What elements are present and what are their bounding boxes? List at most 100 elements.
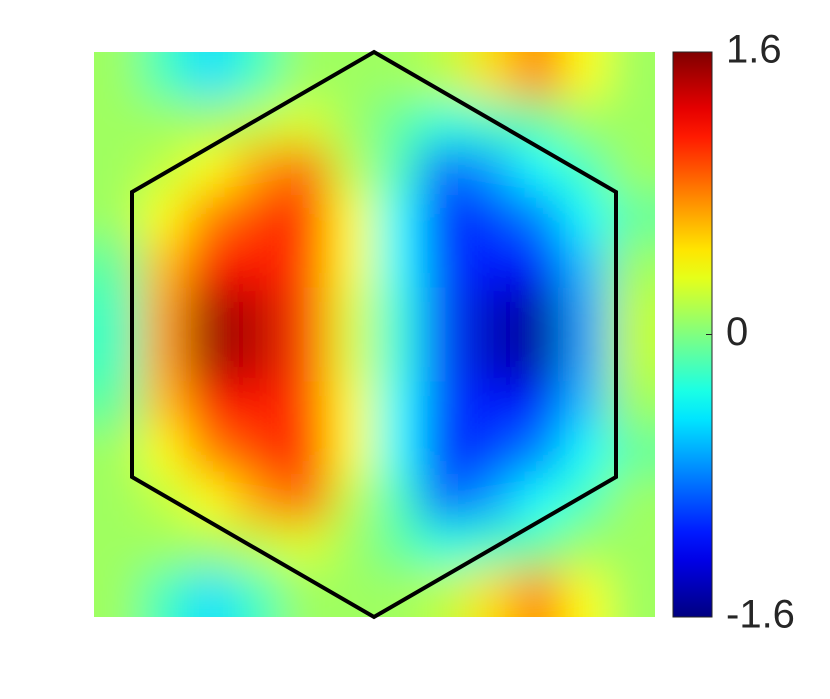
heatmap-cell bbox=[327, 381, 376, 430]
heatmap bbox=[94, 52, 655, 617]
colorbar bbox=[672, 51, 713, 618]
heatmap-cell bbox=[281, 52, 329, 101]
heatmap-cell bbox=[468, 193, 516, 242]
heatmap-cell bbox=[374, 569, 423, 617]
heatmap-cell bbox=[94, 99, 142, 148]
heatmap-cell bbox=[234, 475, 282, 524]
heatmap-cell bbox=[468, 99, 516, 148]
heatmap-cell bbox=[234, 569, 282, 617]
heatmap-cell bbox=[327, 334, 376, 383]
heatmap-cell bbox=[234, 193, 282, 242]
heatmap-cell bbox=[281, 522, 329, 571]
heatmap-cell bbox=[94, 52, 142, 101]
heatmap-cell bbox=[421, 99, 469, 148]
heatmap-cell bbox=[281, 99, 329, 148]
plot-area bbox=[94, 52, 655, 617]
heatmap-cell bbox=[468, 334, 516, 383]
heatmap-cell bbox=[234, 52, 282, 101]
heatmap-cell bbox=[514, 428, 563, 477]
heatmap-cell bbox=[327, 287, 376, 336]
heatmap-cell bbox=[468, 287, 516, 336]
heatmap-cell bbox=[281, 381, 329, 430]
heatmap-cell bbox=[187, 146, 236, 195]
heatmap-cell bbox=[187, 475, 236, 524]
heatmap-cell bbox=[140, 99, 189, 148]
heatmap-cell bbox=[327, 99, 376, 148]
heatmap-cell bbox=[608, 569, 655, 617]
heatmap-cell bbox=[374, 475, 423, 524]
heatmap-cell bbox=[187, 381, 236, 430]
heatmap-cell bbox=[281, 475, 329, 524]
heatmap-cell bbox=[374, 99, 423, 148]
heatmap-cell bbox=[561, 569, 610, 617]
heatmap-cell bbox=[140, 475, 189, 524]
heatmap-cell bbox=[234, 381, 282, 430]
colorbar-tick-label: 0 bbox=[726, 310, 748, 354]
heatmap-cell bbox=[140, 287, 189, 336]
heatmap-cell bbox=[421, 334, 469, 383]
heatmap-cell bbox=[514, 52, 563, 101]
heatmap-cell bbox=[94, 475, 142, 524]
heatmap-cell bbox=[94, 428, 142, 477]
heatmap-cell bbox=[608, 522, 655, 571]
heatmap-cell bbox=[561, 428, 610, 477]
heatmap-cell bbox=[94, 381, 142, 430]
heatmap-cell bbox=[468, 381, 516, 430]
heatmap-cell bbox=[468, 146, 516, 195]
heatmap-cell bbox=[187, 428, 236, 477]
heatmap-cell bbox=[514, 240, 563, 289]
heatmap-cell bbox=[140, 522, 189, 571]
colorbar-tick-label: 1.6 bbox=[726, 28, 782, 72]
heatmap-cell bbox=[327, 146, 376, 195]
heatmap-cell bbox=[468, 569, 516, 617]
heatmap-cell bbox=[608, 475, 655, 524]
heatmap-cell bbox=[374, 522, 423, 571]
heatmap-cell bbox=[94, 193, 142, 242]
heatmap-cell bbox=[140, 569, 189, 617]
heatmap-cell bbox=[468, 52, 516, 101]
heatmap-cell bbox=[374, 193, 423, 242]
heatmap-cell bbox=[140, 52, 189, 101]
heatmap-cell bbox=[514, 475, 563, 524]
heatmap-cell bbox=[187, 522, 236, 571]
heatmap-cell bbox=[374, 428, 423, 477]
heatmap-cell bbox=[374, 287, 423, 336]
heatmap-cell bbox=[608, 99, 655, 148]
heatmap-cell bbox=[561, 193, 610, 242]
heatmap-cell bbox=[421, 381, 469, 430]
heatmap-cell bbox=[514, 99, 563, 148]
heatmap-cell bbox=[374, 334, 423, 383]
heatmap-cell bbox=[327, 522, 376, 571]
heatmap-cell bbox=[94, 240, 142, 289]
heatmap-cell bbox=[561, 381, 610, 430]
heatmap-cell bbox=[187, 99, 236, 148]
heatmap-cell bbox=[281, 287, 329, 336]
heatmap-cell bbox=[327, 52, 376, 101]
heatmap-cell bbox=[94, 287, 142, 336]
heatmap-cell bbox=[327, 428, 376, 477]
heatmap-cell bbox=[468, 240, 516, 289]
heatmap-cell bbox=[514, 287, 563, 336]
heatmap-cell bbox=[374, 240, 423, 289]
heatmap-cell bbox=[234, 99, 282, 148]
heatmap-cell bbox=[281, 428, 329, 477]
heatmap-cell bbox=[561, 99, 610, 148]
heatmap-cell bbox=[421, 240, 469, 289]
heatmap-cell bbox=[281, 193, 329, 242]
heatmap-cell bbox=[234, 334, 282, 383]
heatmap-cell bbox=[327, 475, 376, 524]
heatmap-cell bbox=[514, 146, 563, 195]
colorbar-tick-label: -1.6 bbox=[726, 593, 795, 637]
heatmap-cell bbox=[327, 569, 376, 617]
heatmap-cell bbox=[561, 146, 610, 195]
heatmap-cell bbox=[234, 240, 282, 289]
heatmap-cell bbox=[374, 52, 423, 101]
heatmap-cell bbox=[140, 334, 189, 383]
heatmap-cell bbox=[187, 569, 236, 617]
heatmap-cell bbox=[421, 522, 469, 571]
heatmap-cell bbox=[327, 240, 376, 289]
heatmap-cell bbox=[514, 193, 563, 242]
heatmap-cell bbox=[561, 52, 610, 101]
heatmap-cell bbox=[374, 381, 423, 430]
